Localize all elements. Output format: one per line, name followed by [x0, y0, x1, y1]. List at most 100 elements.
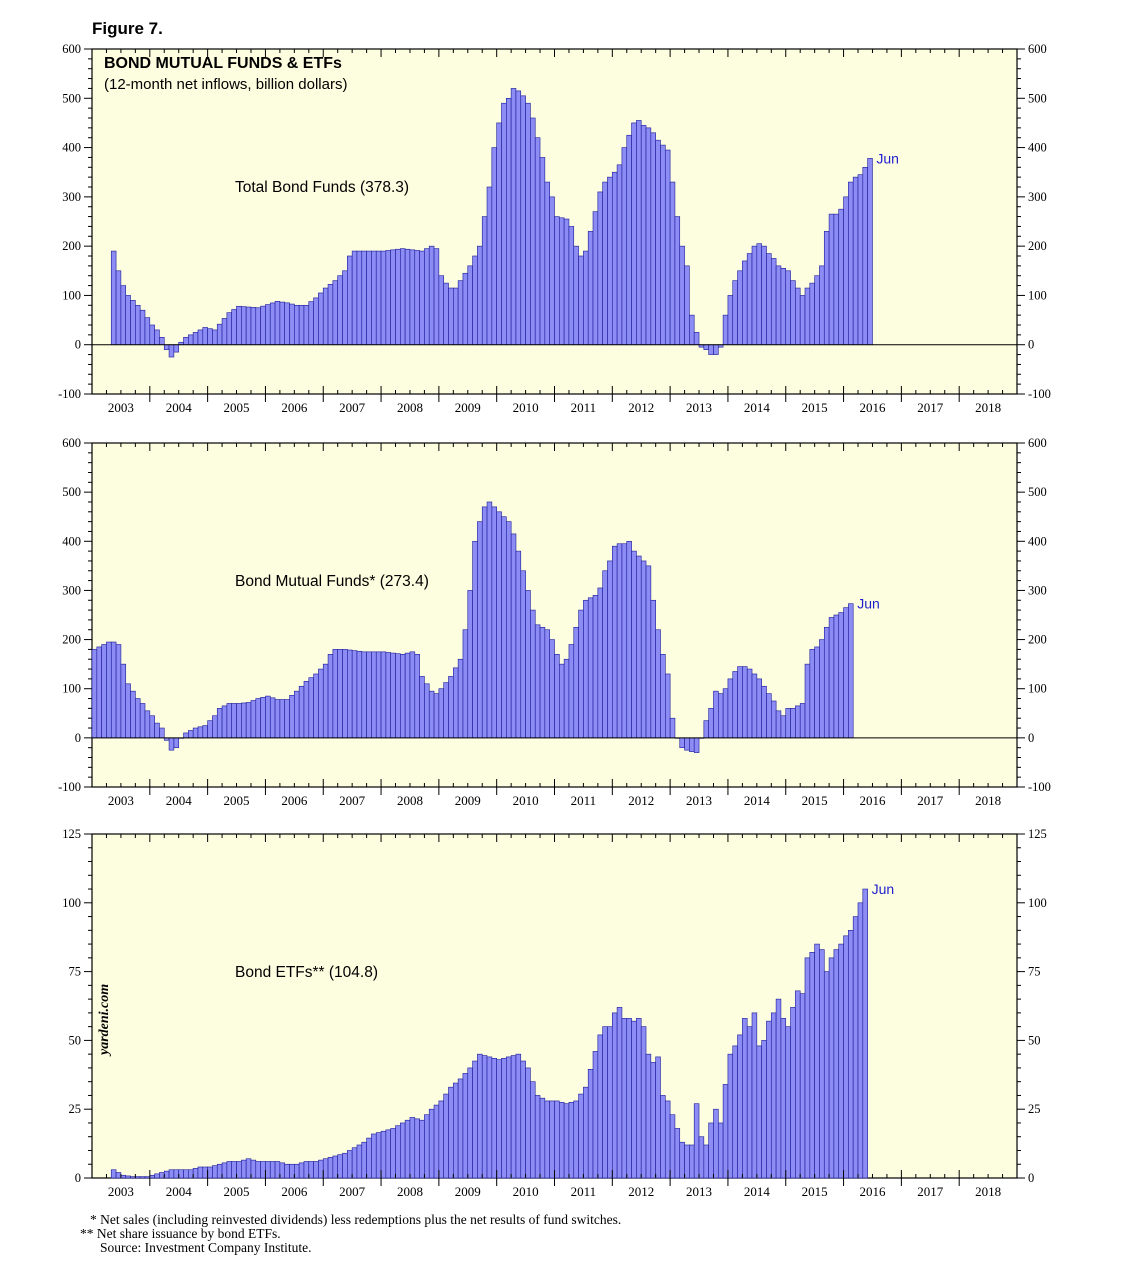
x-year-label: 2016 [859, 400, 886, 415]
bar [477, 1053, 483, 1179]
bar [766, 1020, 772, 1179]
bar [674, 216, 681, 346]
bar [245, 306, 252, 346]
x-year-label: 2014 [744, 793, 771, 808]
end-label: Jun [857, 596, 880, 612]
bar [558, 217, 565, 346]
bar [756, 243, 762, 346]
bar [848, 930, 854, 1179]
bar [486, 186, 493, 346]
bar [120, 1174, 127, 1179]
x-year-label: 2006 [281, 400, 308, 415]
bar [742, 260, 748, 346]
bar [578, 255, 584, 346]
bar [770, 700, 777, 739]
bar [689, 1144, 695, 1179]
bar [611, 1012, 618, 1179]
bar [462, 272, 469, 346]
bar [308, 301, 314, 346]
bar [708, 708, 714, 739]
axes-mutual: Jun 600 600 500 500 400 400 300 300 200 200 100 100 0… [58, 436, 1051, 808]
x-year-label: 2017 [917, 1184, 944, 1199]
bar [380, 651, 387, 739]
bar [554, 216, 560, 346]
x-year-label: 2017 [917, 793, 944, 808]
bar [775, 998, 782, 1179]
bar [313, 673, 319, 739]
bar [226, 1161, 233, 1179]
bar [356, 650, 363, 739]
bar [361, 250, 367, 346]
bar [216, 1163, 223, 1179]
bar [428, 1108, 435, 1179]
bar [163, 1170, 170, 1179]
bar [838, 208, 844, 346]
bar [356, 1144, 363, 1179]
bar [780, 268, 787, 346]
bar [607, 1026, 613, 1179]
bar [515, 1053, 522, 1179]
bar [525, 1067, 531, 1179]
bar [713, 690, 719, 739]
bar [342, 270, 348, 346]
bar [568, 1102, 575, 1179]
bar [563, 218, 570, 346]
bar [607, 560, 613, 739]
bar [472, 255, 478, 346]
bar [371, 250, 377, 346]
bar [563, 1103, 570, 1179]
bar [289, 1163, 295, 1179]
bar [221, 1162, 228, 1179]
end-label: Jun [876, 150, 899, 166]
bar [573, 1100, 579, 1179]
bar [770, 258, 777, 346]
bar [722, 688, 729, 739]
bar [395, 248, 401, 346]
bar [703, 1144, 709, 1179]
bar [631, 1020, 637, 1179]
bar [255, 307, 261, 346]
bar [361, 651, 367, 739]
bar [746, 668, 753, 739]
axes-total: Jun 600 600 500 500 400 400 300 300 200 200 100 100 0… [58, 42, 1051, 415]
bar [414, 250, 420, 346]
bar [438, 688, 445, 739]
y-tick-label: 500 [62, 485, 81, 499]
bar [163, 344, 170, 350]
y-tick-label: 200 [1028, 239, 1047, 253]
bar [351, 1147, 358, 1179]
bar [125, 295, 131, 346]
bar [149, 1174, 155, 1179]
y-tick-label: 100 [1028, 896, 1047, 910]
bar [761, 685, 767, 739]
bar [260, 1161, 266, 1179]
bar [828, 957, 835, 1179]
bar [852, 176, 859, 346]
bar [168, 737, 175, 751]
bar [703, 344, 709, 350]
bar [313, 297, 319, 346]
bar [587, 231, 594, 346]
bar [173, 344, 180, 353]
bar [472, 1060, 478, 1179]
bar [433, 1104, 440, 1179]
bar [419, 250, 425, 346]
bar [650, 1062, 656, 1179]
bar [616, 164, 623, 346]
bar [183, 732, 189, 739]
bar [766, 253, 772, 346]
bar [274, 301, 281, 346]
bar [269, 1161, 276, 1179]
bar [530, 609, 536, 739]
bar [269, 302, 276, 346]
bar [110, 1169, 117, 1179]
bar [573, 626, 579, 739]
bar [351, 650, 358, 739]
bar [149, 715, 155, 739]
bar [457, 658, 464, 739]
bar [491, 1057, 497, 1179]
bar [525, 102, 531, 346]
bar [245, 702, 252, 739]
bar [616, 543, 623, 739]
bar [669, 181, 676, 346]
